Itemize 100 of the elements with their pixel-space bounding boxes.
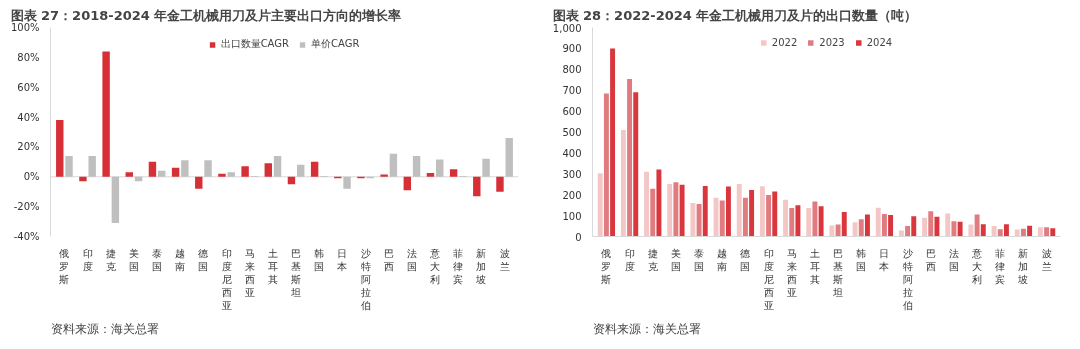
bar — [218, 173, 226, 177]
bar — [742, 197, 748, 237]
bar — [702, 185, 708, 237]
bar — [389, 153, 398, 177]
y-tick-label: -40% — [13, 231, 40, 242]
bar — [65, 155, 73, 177]
bar — [858, 219, 864, 237]
x-tick-label: 法国 — [406, 247, 417, 272]
bar — [195, 176, 203, 189]
bar — [911, 216, 917, 237]
y-tick-label: 1,000 — [552, 22, 582, 34]
bar — [974, 214, 980, 237]
bar — [951, 221, 957, 237]
x-tick-label: 印度 — [82, 247, 93, 272]
y-tick-label: 600 — [562, 106, 582, 118]
x-tick-label: 巴西 — [925, 247, 936, 272]
bar — [148, 161, 157, 177]
bar — [922, 217, 928, 237]
bar — [603, 93, 609, 237]
y-tick-label: 40% — [17, 111, 40, 123]
bar — [829, 225, 835, 237]
bar — [505, 137, 513, 177]
bar — [426, 173, 435, 177]
bar — [264, 163, 272, 177]
x-tick-label: 印度尼西亚 — [763, 247, 774, 312]
x-tick-label: 巴基斯坦 — [290, 247, 302, 299]
bar — [88, 155, 96, 177]
bar — [812, 201, 818, 237]
x-tick-label: 法国 — [948, 247, 959, 272]
x-tick-label: 捷克 — [647, 247, 658, 272]
x-tick-label: 新加坡 — [475, 247, 487, 285]
bar — [273, 155, 282, 177]
bar — [736, 184, 742, 237]
x-tick-label: 巴基斯坦 — [832, 247, 844, 299]
x-tick-label: 菲律宾 — [995, 247, 1006, 285]
bar — [1003, 224, 1009, 237]
x-tick-label: 新加坡 — [1017, 247, 1029, 285]
x-tick-label: 沙特阿拉伯 — [360, 247, 371, 312]
bar — [496, 176, 504, 192]
bar — [719, 200, 725, 237]
y-tick-label: 60% — [17, 81, 40, 93]
bar — [945, 213, 951, 237]
x-tick-label: 德国 — [198, 247, 209, 272]
bar — [806, 208, 812, 237]
x-tick-label: 德国 — [740, 247, 751, 272]
text: 资料来源：海关总署 — [592, 321, 701, 336]
y-tick-label: 800 — [562, 64, 582, 76]
x-tick-label: 波兰 — [499, 247, 510, 272]
y-tick-label: 500 — [562, 127, 582, 138]
y-tick-label: 0 — [575, 231, 582, 243]
bar — [403, 176, 411, 191]
text: 资料来源：海关总署 — [50, 321, 159, 336]
x-tick-label: 意大利 — [429, 247, 441, 285]
x-tick-label: 美国 — [128, 247, 139, 272]
bar — [227, 172, 235, 177]
bar — [473, 176, 481, 197]
bar — [905, 226, 911, 237]
y-tick-label: 300 — [562, 168, 582, 180]
bar — [380, 174, 388, 177]
bar — [841, 212, 847, 237]
bar — [759, 186, 765, 237]
x-tick-label: 土耳其 — [267, 247, 278, 285]
bar — [968, 224, 974, 237]
x-tick-label: 捷克 — [105, 247, 116, 272]
bar — [713, 197, 719, 237]
x-tick-label: 俄罗斯 — [59, 247, 70, 285]
x-tick-label: 马来西亚 — [244, 247, 255, 299]
bar — [766, 195, 772, 237]
bar — [835, 224, 841, 237]
bar — [297, 164, 305, 177]
legend-label: 出口数量CAGR — [220, 37, 289, 51]
x-tick-label: 越南 — [717, 247, 728, 272]
x-tick-label: 泰国 — [694, 247, 705, 272]
bar — [1020, 228, 1026, 237]
x-tick-label: 美国 — [670, 247, 681, 272]
bar — [310, 161, 319, 177]
bar — [690, 203, 696, 237]
bar — [1044, 227, 1050, 237]
legend-label: 2024 — [866, 37, 893, 48]
bar — [673, 182, 679, 237]
bar — [852, 222, 858, 237]
bar — [241, 166, 249, 177]
bar — [898, 230, 904, 237]
bar — [888, 214, 894, 237]
chart-title: 图表 27：2018-2024 年金工机械用刀及片主要出口方向的增长率 — [10, 7, 402, 23]
bar — [696, 203, 702, 237]
y-tick-label: 20% — [17, 141, 40, 153]
bar — [679, 184, 685, 237]
bar — [1037, 227, 1043, 237]
legend-label: 2023 — [819, 37, 845, 48]
bar — [957, 221, 963, 237]
x-tick-label: 波兰 — [1041, 247, 1052, 272]
y-tick-label: -20% — [13, 201, 40, 213]
bar — [171, 167, 180, 177]
bar — [56, 120, 64, 177]
bar — [980, 224, 986, 237]
y-tick-label: 200 — [562, 189, 582, 201]
legend-label: 2022 — [771, 37, 798, 48]
bar — [125, 172, 133, 177]
y-tick-label: 100% — [10, 22, 40, 33]
